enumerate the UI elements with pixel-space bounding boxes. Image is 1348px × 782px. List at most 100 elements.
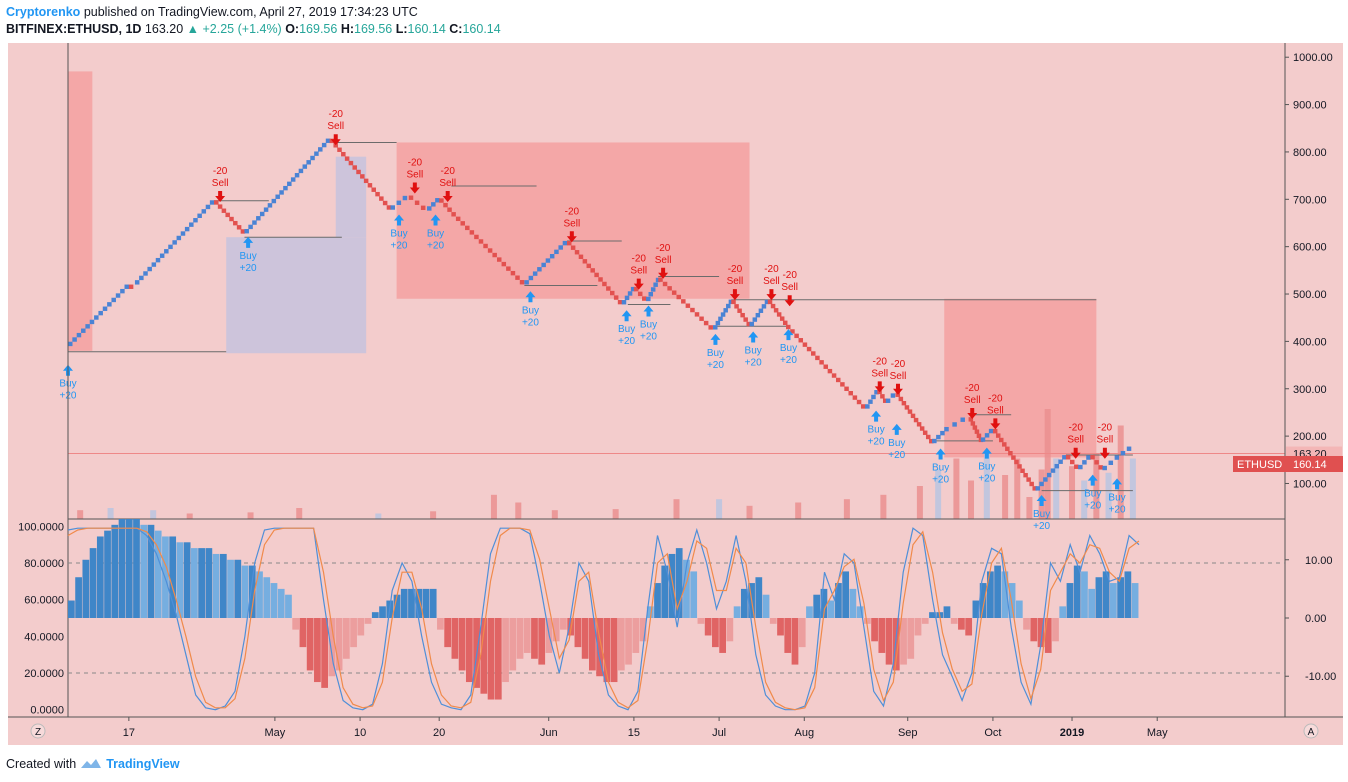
renko-brick-down: [929, 438, 934, 444]
renko-brick-up: [1058, 459, 1063, 464]
close-price-tag: [1233, 455, 1343, 472]
histogram-bar: [1023, 618, 1030, 630]
created-with-text: Created with: [6, 757, 77, 771]
renko-brick-up: [85, 324, 90, 329]
oscillator-right-tick-label: 10.00: [1305, 555, 1333, 567]
zoom-button[interactable]: [30, 723, 46, 739]
volume-bar: [843, 499, 850, 519]
renko-brick-down: [236, 225, 242, 230]
histogram-bar: [791, 618, 799, 665]
buy-signal-qty: +20: [932, 475, 949, 486]
time-tick-label: Sep: [898, 727, 918, 739]
histogram-bar: [82, 559, 90, 618]
renko-brick-down: [1002, 442, 1007, 447]
sell-signal-qty: -20: [764, 264, 779, 275]
buy-signal-label: Buy: [1033, 509, 1050, 520]
sell-signal-qty: -20: [632, 254, 647, 265]
oscillator-left-tick-label: 20.0000: [24, 668, 64, 680]
oscillator-left-tick-label: 40.0000: [24, 631, 64, 643]
volume-bar: [968, 480, 975, 519]
renko-brick-down: [455, 216, 461, 222]
renko-brick-down: [690, 307, 695, 313]
histogram-bar: [487, 618, 495, 700]
renko-brick-up: [180, 231, 186, 236]
renko-brick-up: [524, 280, 529, 285]
renko-brick-up: [402, 195, 408, 201]
renko-brick-down: [782, 320, 788, 326]
tradingview-logo-text[interactable]: TradingView: [106, 757, 180, 771]
renko-brick-up: [184, 226, 190, 232]
histogram-bar: [96, 536, 104, 618]
renko-brick-down: [233, 220, 238, 226]
renko-brick-down: [214, 200, 219, 205]
renko-brick-down: [474, 234, 479, 240]
buy-arrow-icon: [1112, 478, 1123, 490]
histogram-bar: [943, 606, 951, 618]
volume-bar: [746, 505, 753, 519]
renko-brick-down: [740, 312, 745, 318]
histogram-bar: [777, 618, 784, 636]
histogram-bar: [892, 618, 900, 671]
zoom-button-label: Z: [35, 727, 41, 738]
sell-arrow-icon: [215, 191, 226, 203]
buy-arrow-icon: [1087, 474, 1098, 486]
histogram-bar: [907, 618, 915, 659]
sell-signal-label: Sell: [327, 121, 344, 132]
sell-signal-label: Sell: [563, 218, 580, 229]
histogram-bar: [198, 548, 205, 618]
price-tick-label: 200.00: [1293, 431, 1327, 443]
renko-brick-up: [723, 308, 728, 313]
renko-brick-down: [913, 417, 919, 423]
volume-bar: [77, 510, 84, 519]
histogram-bar: [813, 594, 821, 618]
renko-brick-down: [606, 286, 611, 291]
buy-signal-qty: +20: [745, 358, 762, 369]
fill-region: [944, 298, 1097, 458]
histogram-bar: [321, 618, 329, 688]
histogram-bar: [965, 618, 973, 636]
chart-container[interactable]: Buy +20 -20 Sell Buy +20 -20 Sell Buy +20 -20 Sell B…: [8, 43, 1343, 745]
price-tick-label: 300.00: [1293, 384, 1327, 396]
histogram-bar: [357, 618, 365, 636]
renko-brick-down: [898, 396, 904, 402]
buy-signal-qty: +20: [978, 474, 995, 485]
renko-brick-up: [874, 390, 879, 395]
renko-brick-down: [510, 270, 516, 276]
renko-brick-up: [143, 271, 148, 276]
volume-bar: [375, 513, 382, 519]
volume-bar: [490, 494, 497, 519]
renko-brick-down: [337, 147, 342, 152]
symbol-line: BITFINEX:ETHUSD, 1D 163.20 ▲ +2.25 (+1.4…: [6, 22, 501, 36]
volume-bar: [1002, 475, 1009, 519]
histogram-bar: [415, 588, 423, 618]
histogram-bar: [552, 618, 560, 642]
tradingview-logo-icon[interactable]: [80, 758, 102, 770]
renko-brick-down: [367, 183, 373, 188]
price-change: +2.25 (+1.4%): [202, 22, 282, 36]
buy-arrow-icon: [783, 329, 794, 341]
chart-svg[interactable]: Buy+20-20SellBuy+20-20SellBuy+20-20SellB…: [8, 43, 1343, 745]
price-tick-label: 1000.00: [1293, 52, 1333, 64]
histogram-bar: [75, 577, 82, 618]
renko-brick-down: [439, 198, 444, 203]
buy-signal-label: Buy: [707, 348, 724, 359]
time-tick-label: 17: [123, 727, 135, 739]
buy-arrow-icon: [710, 333, 721, 345]
renko-brick-down: [515, 275, 520, 280]
renko-brick-down: [602, 281, 607, 287]
renko-brick-down: [904, 405, 910, 410]
renko-brick-up: [155, 257, 161, 263]
renko-brick-up: [720, 312, 726, 317]
histogram-bar: [762, 594, 770, 618]
sell-signal-label: Sell: [890, 371, 907, 382]
renko-brick-down: [844, 386, 849, 391]
renko-brick-up: [1039, 481, 1044, 487]
renko-brick-up: [94, 315, 99, 320]
histogram-bar: [755, 577, 763, 618]
histogram-bar: [690, 571, 698, 618]
auto-scale-button[interactable]: [1303, 723, 1319, 739]
histogram-bar: [994, 565, 1001, 618]
renko-brick-down: [578, 254, 584, 259]
author-name[interactable]: Cryptorenko: [6, 5, 81, 19]
renko-brick-up: [944, 426, 949, 432]
